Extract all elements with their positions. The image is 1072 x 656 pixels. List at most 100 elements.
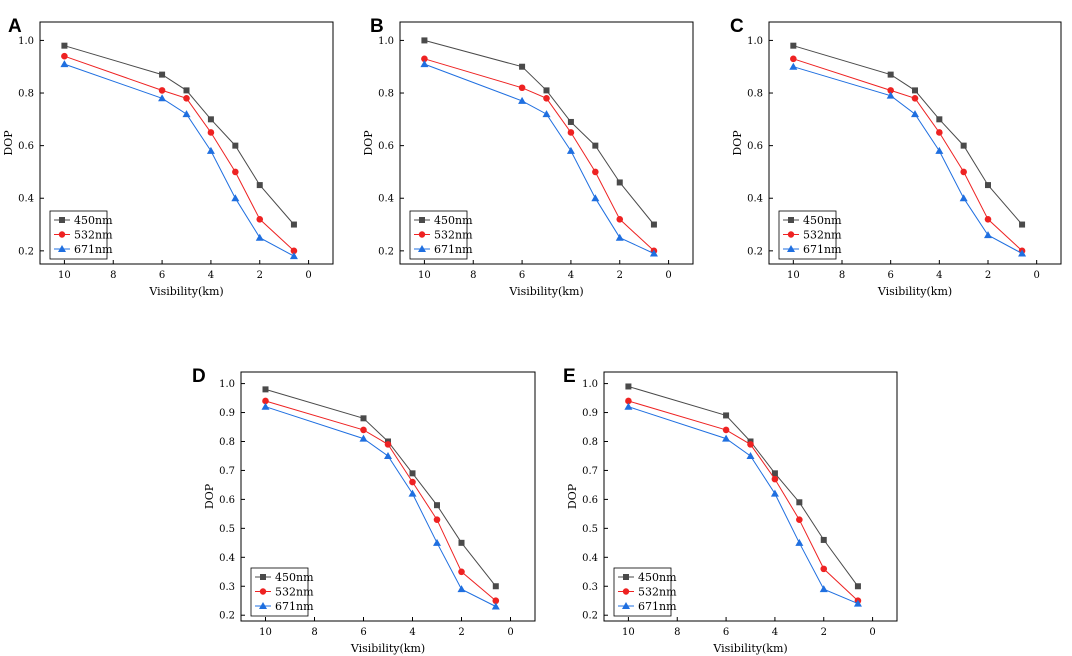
x-tick-label: 4 [568, 270, 574, 281]
data-point-532nm [625, 397, 632, 405]
data-point-450nm [854, 583, 861, 590]
x-axis-title: Visibility(km) [350, 642, 425, 655]
data-point-450nm [887, 71, 894, 78]
data-point-450nm [543, 87, 550, 94]
series-line-450nm [628, 386, 859, 587]
data-point-671nm [60, 60, 69, 68]
data-point-532nm [384, 441, 392, 448]
legend-label: 450nm [638, 571, 677, 584]
x-tick-label: 6 [360, 627, 366, 638]
data-point-450nm [360, 415, 367, 422]
y-tick-label: 0.2 [18, 246, 34, 257]
data-point-532nm [722, 426, 730, 434]
data-point-532nm [290, 247, 298, 255]
x-tick-label: 4 [772, 627, 778, 638]
data-point-532nm [616, 215, 624, 223]
data-point-532nm [771, 475, 779, 483]
data-point-450nm [458, 539, 465, 546]
data-point-450nm [650, 221, 657, 228]
data-point-532nm [592, 168, 599, 176]
data-point-671nm [542, 110, 551, 118]
y-axis-title: DOP [731, 130, 744, 156]
x-tick-label: 8 [839, 270, 845, 281]
data-point-532nm [543, 94, 550, 102]
y-tick-label: 0.5 [582, 524, 598, 535]
y-tick-label: 0.8 [582, 437, 598, 448]
data-point-671nm [289, 252, 298, 260]
data-point-450nm [790, 42, 797, 49]
y-tick-label: 0.2 [582, 611, 598, 622]
data-point-532nm [492, 597, 500, 605]
data-point-671nm [420, 60, 429, 68]
data-point-671nm [746, 451, 755, 459]
x-tick-label: 0 [507, 627, 513, 638]
legend-label: 671nm [434, 243, 473, 256]
data-point-532nm [421, 55, 428, 63]
y-tick-label: 1.0 [18, 36, 34, 47]
y-tick-label: 0.9 [582, 408, 598, 419]
y-tick-label: 0.3 [219, 582, 235, 593]
y-tick-label: 1.0 [219, 379, 235, 390]
data-point-671nm [566, 146, 575, 154]
legend-label: 532nm [434, 229, 473, 242]
data-point-450nm [616, 179, 623, 186]
data-point-450nm [290, 221, 297, 228]
y-tick-label: 0.4 [219, 553, 235, 564]
data-point-450nm [409, 470, 416, 477]
panel-letter: E [563, 366, 576, 387]
x-tick-label: 2 [257, 270, 263, 281]
y-tick-label: 0.4 [18, 194, 34, 205]
x-tick-label: 10 [622, 627, 635, 638]
data-point-671nm [1018, 249, 1027, 257]
data-point-532nm [820, 565, 828, 573]
legend-marker [59, 217, 65, 223]
y-tick-label: 0.6 [378, 141, 394, 152]
legend-marker [58, 245, 66, 252]
legend-label: 532nm [803, 229, 842, 242]
data-point-450nm [256, 182, 263, 189]
data-point-532nm [409, 478, 416, 486]
data-point-450nm [232, 142, 239, 149]
data-point-450nm [207, 116, 214, 123]
chart-panel-a: A 10 8 6 4 2 0 0.2 0.4 0.6 0.8 1.0 Visibility(km) DOP… [2, 16, 334, 298]
data-point-450nm [771, 470, 778, 477]
legend-label: 450nm [74, 214, 113, 227]
x-tick-label: 8 [311, 627, 317, 638]
data-point-450nm [625, 383, 632, 390]
plot-frame [39, 21, 334, 265]
legend-marker [623, 574, 629, 580]
legend-label: 450nm [434, 214, 473, 227]
data-point-671nm [433, 538, 441, 546]
data-point-450nm [421, 37, 428, 44]
legend-label: 671nm [74, 243, 113, 256]
data-point-450nm [912, 87, 918, 94]
x-tick-label: 6 [519, 270, 525, 281]
y-tick-label: 0.6 [219, 495, 235, 506]
x-tick-label: 8 [674, 627, 680, 638]
x-tick-label: 4 [208, 270, 214, 281]
y-tick-label: 0.6 [747, 141, 763, 152]
data-point-450nm [985, 182, 991, 189]
series-line-450nm [793, 45, 1023, 225]
legend-marker [418, 231, 426, 238]
x-tick-label: 0 [1033, 270, 1039, 281]
data-point-671nm [206, 146, 215, 154]
x-tick-label: 2 [985, 270, 991, 281]
data-point-671nm [624, 402, 633, 410]
data-point-532nm [518, 84, 526, 92]
chart-panel-d: D 10 8 6 4 2 0 0.2 0.3 0.4 0.5 0.6 0.7 0.8 0.9 1.0 Visib… [192, 366, 536, 655]
data-point-532nm [256, 215, 264, 223]
y-tick-label: 1.0 [747, 36, 763, 47]
legend-label: 671nm [803, 243, 842, 256]
data-point-450nm [592, 142, 599, 149]
y-tick-label: 0.9 [219, 408, 235, 419]
x-tick-label: 10 [259, 627, 272, 638]
data-point-450nm [159, 71, 166, 78]
x-axis-title: Visibility(km) [712, 642, 787, 655]
legend-marker [58, 231, 66, 238]
y-tick-label: 0.8 [219, 437, 235, 448]
data-point-450nm [434, 502, 440, 509]
data-point-671nm [722, 434, 731, 442]
